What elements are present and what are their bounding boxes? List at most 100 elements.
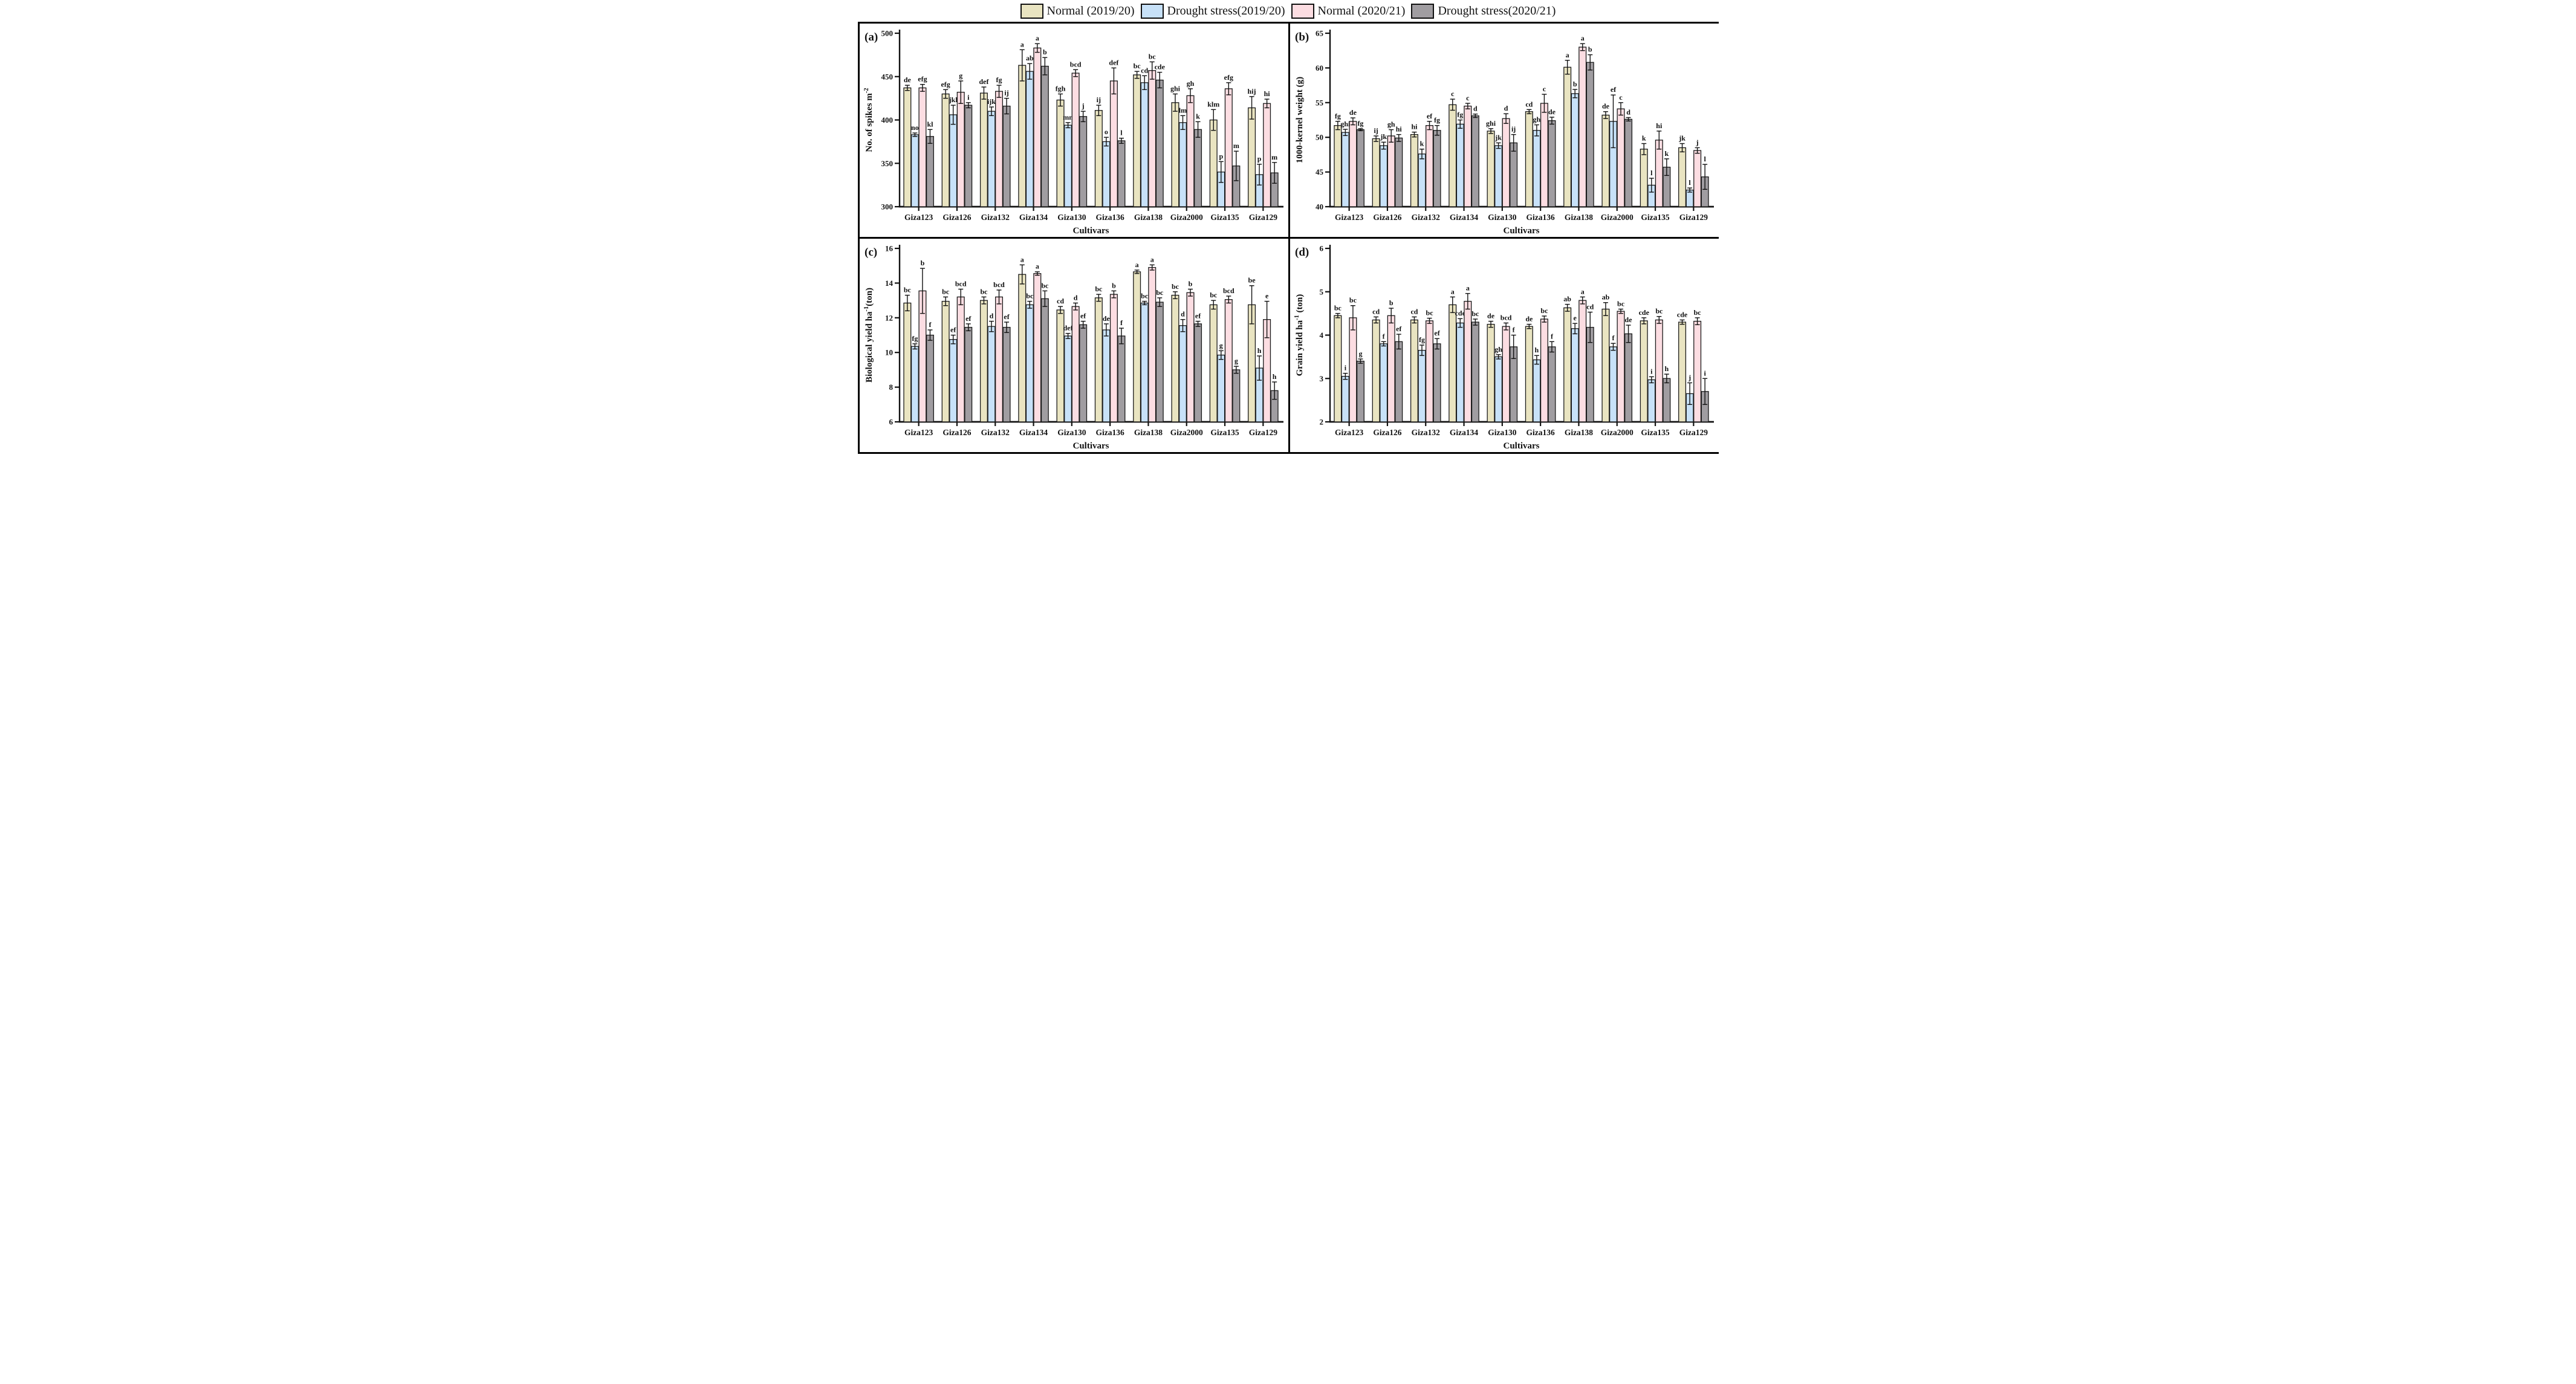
bar — [1224, 299, 1233, 422]
bar — [1425, 125, 1433, 207]
bar — [1640, 320, 1648, 422]
bar — [1433, 343, 1441, 422]
bar — [1117, 140, 1125, 207]
significance-letter: klm — [1207, 100, 1219, 108]
bar — [1502, 118, 1510, 207]
significance-letter: de — [1487, 312, 1495, 320]
significance-letter: de — [1349, 108, 1357, 117]
significance-letter: ghi — [1340, 120, 1351, 128]
bar — [1348, 317, 1357, 422]
y-tick-label: 2 — [1319, 418, 1323, 427]
y-tick-label: 6 — [889, 418, 893, 427]
bar — [1002, 105, 1011, 207]
bar — [1209, 119, 1218, 207]
bar — [1578, 300, 1586, 422]
bar — [1640, 149, 1648, 207]
significance-letter: i — [1344, 364, 1346, 372]
x-category-label: Giza132 — [1411, 213, 1439, 222]
bar — [1178, 122, 1187, 207]
significance-letter: jkl — [948, 95, 958, 104]
significance-letter: c — [1466, 94, 1470, 102]
significance-letter: jk — [1494, 133, 1502, 141]
x-category-label: Giza126 — [1373, 213, 1401, 222]
bar — [1193, 129, 1202, 207]
significance-letter: hi — [1395, 125, 1402, 134]
bar — [1617, 108, 1625, 207]
significance-letter: hi — [1656, 121, 1663, 130]
x-category-label: Giza138 — [1564, 213, 1592, 222]
significance-letter: g — [1219, 341, 1222, 349]
significance-letter: bc — [1617, 299, 1625, 308]
y-tick-label: 8 — [889, 383, 893, 392]
bar — [1170, 294, 1179, 422]
y-tick-label: 55 — [1316, 98, 1324, 107]
legend-item-drought-2019: Drought stress(2019/20) — [1140, 4, 1285, 19]
significance-letter: bc — [1655, 307, 1663, 315]
bar — [1678, 147, 1686, 207]
bar — [1617, 311, 1625, 422]
x-category-label: Giza126 — [942, 213, 971, 222]
significance-letter: def — [1109, 58, 1119, 66]
y-tick-label: 60 — [1316, 63, 1323, 73]
bar — [1040, 65, 1049, 207]
significance-letter: a — [1450, 287, 1454, 296]
significance-letter: e — [1265, 292, 1268, 300]
significance-letter: fgh — [1055, 84, 1065, 92]
bar — [941, 93, 950, 207]
bar — [1448, 104, 1456, 207]
y-tick-label: 400 — [881, 115, 893, 124]
bar — [1186, 292, 1195, 422]
significance-letter: cde — [1676, 310, 1687, 319]
significance-letter: ijk — [987, 97, 995, 106]
significance-letter: de — [1525, 315, 1533, 323]
bar — [1494, 145, 1502, 207]
significance-letter: d — [1073, 293, 1077, 302]
chart-legend: Normal (2019/20) Drought stress(2019/20)… — [858, 0, 1719, 22]
x-axis-title: Cultivars — [1072, 441, 1109, 451]
x-category-label: Giza129 — [1679, 213, 1707, 222]
x-category-label: Giza129 — [1248, 428, 1277, 437]
y-tick-label: 3 — [1319, 374, 1323, 383]
significance-letter: f — [929, 320, 932, 329]
panel-tag: (a) — [865, 31, 878, 44]
bar — [1655, 319, 1663, 422]
significance-letter: gh — [1533, 115, 1540, 124]
significance-letter: mn — [1063, 113, 1073, 121]
x-category-label: Giza138 — [1134, 428, 1162, 437]
significance-letter: g — [1234, 357, 1238, 365]
bar — [1417, 349, 1426, 422]
bar — [956, 91, 965, 207]
bar — [1693, 320, 1701, 422]
bar — [1117, 335, 1125, 422]
bar — [1132, 271, 1141, 422]
significance-letter: b — [1588, 45, 1592, 54]
x-category-label: Giza136 — [1526, 428, 1554, 437]
bar — [1586, 62, 1594, 207]
x-category-label: Giza135 — [1210, 428, 1239, 437]
significance-letter: a — [1465, 284, 1469, 293]
bar — [1079, 324, 1087, 422]
significance-letter: ef — [1426, 112, 1432, 120]
bar — [1609, 346, 1617, 422]
significance-letter: l — [1704, 155, 1706, 163]
x-category-label: Giza126 — [1373, 428, 1401, 437]
y-tick-label: 50 — [1316, 133, 1323, 142]
bar — [1262, 103, 1271, 207]
y-tick-label: 40 — [1316, 202, 1323, 212]
significance-letter: gh — [1387, 120, 1395, 129]
y-axis-title: Grain yield ha-1 (ton) — [1294, 294, 1305, 377]
x-axis-title: Cultivars — [1503, 226, 1539, 236]
bar — [1040, 298, 1049, 422]
significance-letter: de — [1548, 108, 1556, 116]
bar — [1463, 105, 1471, 207]
chart-svg: (a) 300 350 400 450 500 No. of spikes m-2 Culti… — [863, 29, 1283, 236]
legend-label: Normal (2020/21) — [1317, 4, 1406, 18]
x-category-label: Giza132 — [981, 213, 1009, 222]
significance-letter: cd — [1525, 100, 1533, 108]
x-category-label: Giza134 — [1449, 213, 1478, 222]
significance-letter: j — [1081, 102, 1084, 110]
significance-letter: g — [1358, 349, 1362, 358]
bar — [1348, 121, 1357, 207]
significance-letter: p — [1219, 152, 1223, 160]
panel-c-biological-yield-chart: (c) 6 8 10 12 14 16 Biological yield ha-1(ton) C… — [859, 239, 1288, 452]
